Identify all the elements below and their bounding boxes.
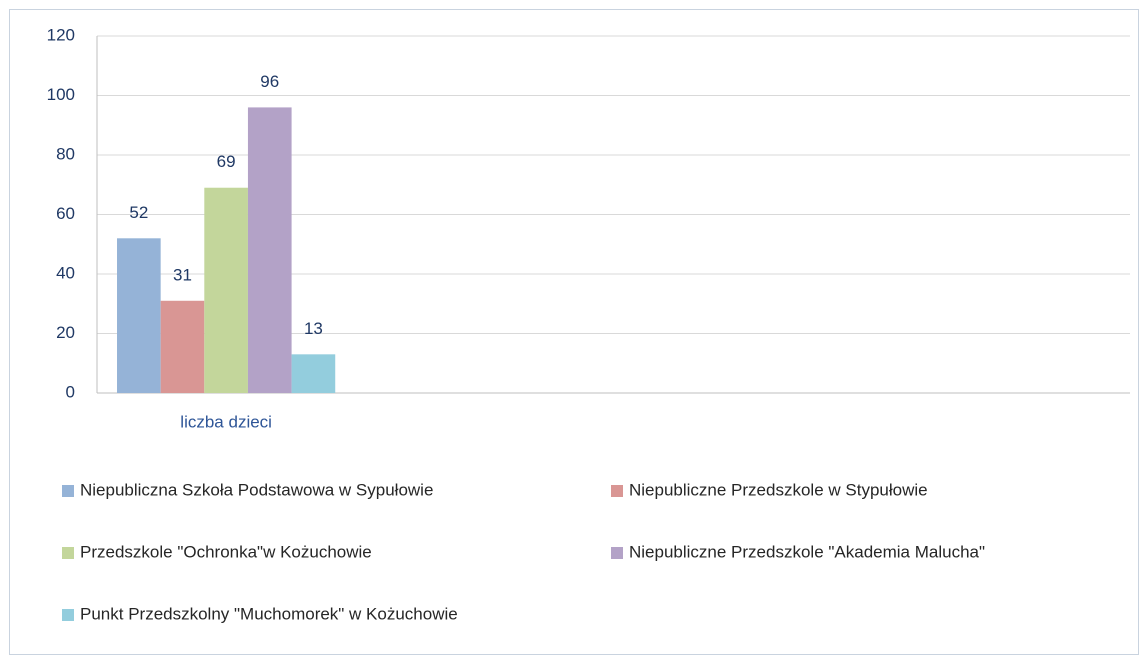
bar — [160, 300, 205, 393]
legend-label: Niepubliczne Przedszkole w Stypułowie — [629, 480, 928, 499]
value-label: 52 — [129, 203, 148, 222]
bar — [247, 107, 292, 394]
y-tick-label: 40 — [56, 263, 75, 282]
bar — [204, 187, 248, 393]
value-label: 96 — [260, 72, 279, 91]
legend-label: Punkt Przedszkolny "Muchomorek" w Kożuch… — [80, 604, 458, 623]
legend-label: Niepubliczna Szkoła Podstawowa w Sypułow… — [80, 480, 433, 499]
x-tick-label: liczba dzieci — [180, 412, 272, 431]
y-tick-label: 80 — [56, 144, 75, 163]
y-tick-label: 0 — [66, 382, 75, 401]
y-tick-label: 20 — [56, 323, 75, 342]
value-label: 69 — [217, 152, 236, 171]
y-tick-label: 100 — [47, 85, 75, 104]
bar — [117, 238, 161, 393]
legend-swatch — [62, 609, 74, 621]
value-label: 13 — [304, 319, 323, 338]
y-tick-label: 60 — [56, 204, 75, 223]
bar — [291, 354, 336, 393]
legend-label: Przedszkole "Ochronka"w Kożuchowie — [80, 542, 372, 561]
legend-label: Niepubliczne Przedszkole "Akademia Maluc… — [629, 542, 985, 561]
legend-swatch — [62, 547, 74, 559]
legend-swatch — [611, 485, 623, 497]
legend-swatch — [611, 547, 623, 559]
value-label: 31 — [173, 265, 192, 284]
y-tick-label: 120 — [47, 25, 75, 44]
legend-swatch — [62, 485, 74, 497]
